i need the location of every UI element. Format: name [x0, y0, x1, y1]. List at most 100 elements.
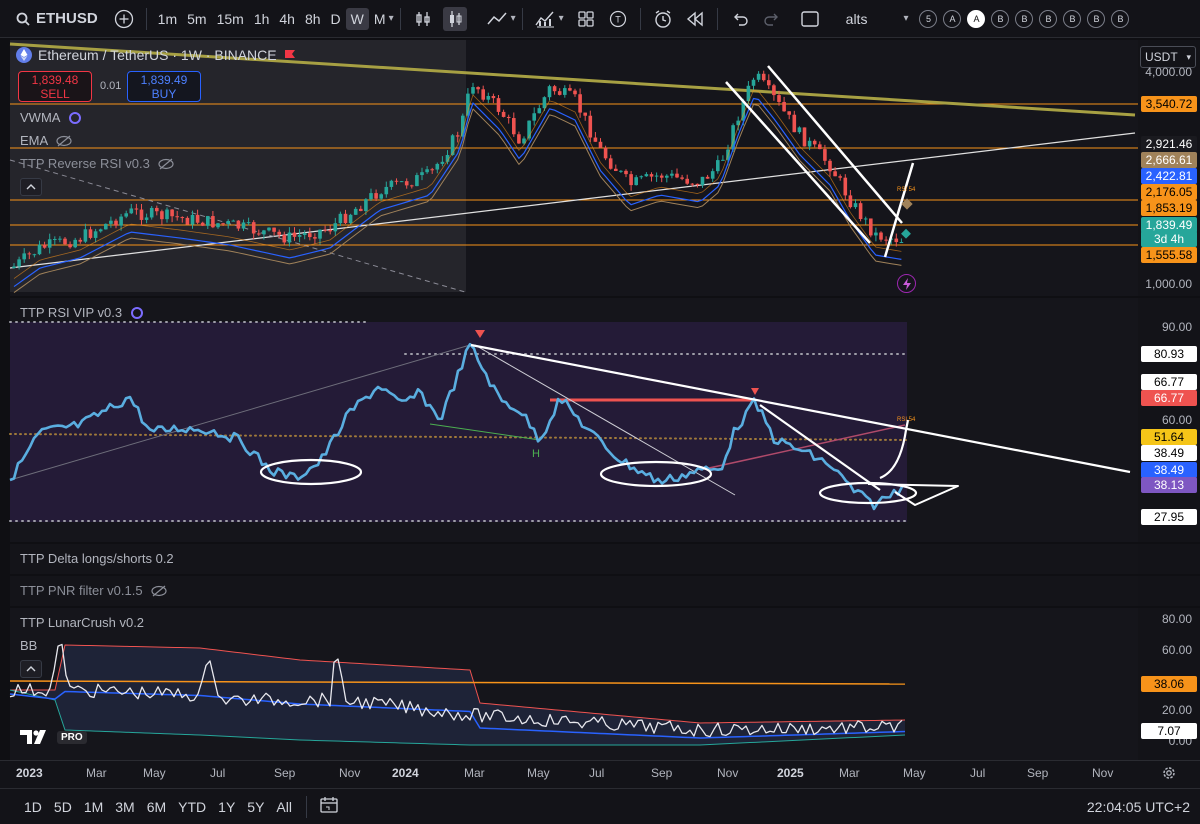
- undo-icon[interactable]: [728, 7, 752, 31]
- price-axis-tag: 1,555.58: [1141, 247, 1197, 263]
- buy-button[interactable]: 1,839.49 BUY: [127, 71, 201, 102]
- tf-m[interactable]: M: [373, 10, 386, 27]
- collapse-button[interactable]: [20, 178, 42, 196]
- rsi-axis[interactable]: [1138, 298, 1200, 542]
- favorite-b[interactable]: B: [991, 9, 1010, 28]
- fullscreen-icon[interactable]: [798, 7, 822, 31]
- tradingview-logo[interactable]: PRO: [20, 730, 87, 744]
- favorite-b[interactable]: B: [1063, 9, 1082, 28]
- rsi-pane[interactable]: [10, 298, 1138, 542]
- replay-icon[interactable]: [683, 7, 707, 31]
- chevron-down-icon[interactable]: ▾: [558, 13, 564, 24]
- collapse-button[interactable]: [20, 660, 42, 678]
- range-6m[interactable]: 6M: [146, 798, 167, 815]
- tf-15m[interactable]: 15m: [216, 10, 244, 27]
- favorite-b[interactable]: B: [1111, 9, 1130, 28]
- currency-selector[interactable]: USDT ▾: [1140, 46, 1196, 68]
- flash-icon[interactable]: [897, 274, 916, 293]
- range-3m[interactable]: 3M: [115, 798, 135, 815]
- range-5y[interactable]: 5Y: [247, 798, 265, 815]
- symbol-search[interactable]: ETHUSD: [0, 0, 108, 38]
- eye-hidden-icon[interactable]: [56, 135, 72, 147]
- indicator-lunarcrush[interactable]: TTP LunarCrush v0.2: [20, 615, 144, 630]
- date-range-icon[interactable]: [319, 796, 339, 817]
- template-icon[interactable]: T: [606, 7, 630, 31]
- lunar-axis-tag: 38.06: [1141, 676, 1197, 692]
- chevron-down-icon[interactable]: ▾: [903, 13, 909, 24]
- indicator-bb[interactable]: BB: [20, 638, 37, 653]
- candle-body: [231, 220, 236, 222]
- favorite-a[interactable]: A: [943, 9, 962, 28]
- tf-w[interactable]: W: [345, 7, 369, 30]
- indicator-rsi-vip[interactable]: TTP RSI VIP v0.3: [20, 305, 144, 320]
- eye-hidden-icon[interactable]: [150, 585, 167, 597]
- chevron-down-icon[interactable]: ▾: [510, 13, 516, 24]
- indicator-ema[interactable]: EMA: [20, 133, 72, 148]
- candle-icon[interactable]: [442, 6, 467, 31]
- tv-logo-icon: [20, 730, 46, 744]
- add-symbol-icon[interactable]: [112, 7, 136, 31]
- candle-body: [593, 137, 598, 142]
- layout-grid-icon[interactable]: [574, 7, 598, 31]
- indicator-reverse-rsi[interactable]: TTP Reverse RSI v0.3: [20, 156, 174, 171]
- indicators-icon[interactable]: [533, 7, 557, 31]
- candle-body: [47, 239, 52, 248]
- pnr-pane[interactable]: [10, 576, 1138, 606]
- candle-body: [614, 168, 618, 171]
- layout-name[interactable]: alts: [845, 10, 868, 27]
- redo-icon[interactable]: [760, 7, 784, 31]
- candle-body: [578, 94, 582, 113]
- rsi-tick: 60.00: [1161, 413, 1192, 427]
- rsi-value-marker: RSI 54: [897, 187, 916, 193]
- candle-body: [389, 180, 394, 187]
- delta-pane[interactable]: [10, 544, 1138, 574]
- candle-body: [823, 149, 827, 161]
- tf-1m[interactable]: 1m: [157, 10, 178, 27]
- favorite-b[interactable]: B: [1039, 9, 1058, 28]
- candle-body: [736, 120, 740, 126]
- favorite-b[interactable]: B: [1015, 9, 1034, 28]
- candle-body: [833, 171, 837, 177]
- range-1y[interactable]: 1Y: [218, 798, 236, 815]
- candle-body: [818, 144, 822, 150]
- support-trendline: [9, 132, 1136, 269]
- rsi-drawn-line: [759, 404, 881, 491]
- delta-axis: [1138, 544, 1200, 574]
- tf-8h[interactable]: 8h: [304, 10, 321, 27]
- range-5d[interactable]: 5D: [53, 798, 72, 815]
- favorite-a-active[interactable]: A: [967, 9, 986, 28]
- indicator-vwma[interactable]: VWMA: [20, 110, 82, 125]
- chevron-down-icon[interactable]: ▾: [388, 13, 394, 24]
- alert-clock-icon[interactable]: [651, 7, 675, 31]
- ema-line-2: [13, 97, 902, 288]
- eye-hidden-icon[interactable]: [158, 158, 174, 170]
- buy-price: 1,839.49: [140, 73, 188, 87]
- flag-icon[interactable]: [283, 48, 297, 62]
- range-1m[interactable]: 1M: [83, 798, 104, 815]
- clock[interactable]: 22:04:05 UTC+2: [1086, 798, 1190, 815]
- favorite-5[interactable]: 5: [919, 9, 938, 28]
- rsi-thin-trendline: [474, 344, 736, 496]
- tf-1h[interactable]: 1h: [253, 10, 270, 27]
- candle-body: [149, 207, 154, 218]
- sell-button[interactable]: 1,839.48 SELL: [18, 71, 92, 102]
- time-tick: Mar: [86, 766, 107, 780]
- range-1d[interactable]: 1D: [24, 798, 42, 815]
- line-chart-icon[interactable]: [485, 7, 509, 31]
- range-all[interactable]: All: [276, 798, 292, 815]
- time-tick: May: [903, 766, 926, 780]
- tf-5m[interactable]: 5m: [187, 10, 207, 27]
- settings-gear-icon[interactable]: [1161, 765, 1177, 786]
- indicator-pnr[interactable]: TTP PNR filter v0.1.5: [20, 583, 167, 598]
- tf-4h[interactable]: 4h: [279, 10, 295, 27]
- toolbar-divider: [399, 7, 401, 30]
- time-axis[interactable]: [0, 760, 1200, 788]
- bar-chart-icon[interactable]: [411, 7, 435, 31]
- rsi-axis-tag: 66.77: [1141, 374, 1197, 390]
- favorite-b[interactable]: B: [1087, 9, 1106, 28]
- tf-d[interactable]: D: [330, 10, 341, 27]
- candle-body: [772, 85, 776, 96]
- indicator-delta[interactable]: TTP Delta longs/shorts 0.2: [20, 551, 174, 566]
- range-ytd[interactable]: YTD: [178, 798, 207, 815]
